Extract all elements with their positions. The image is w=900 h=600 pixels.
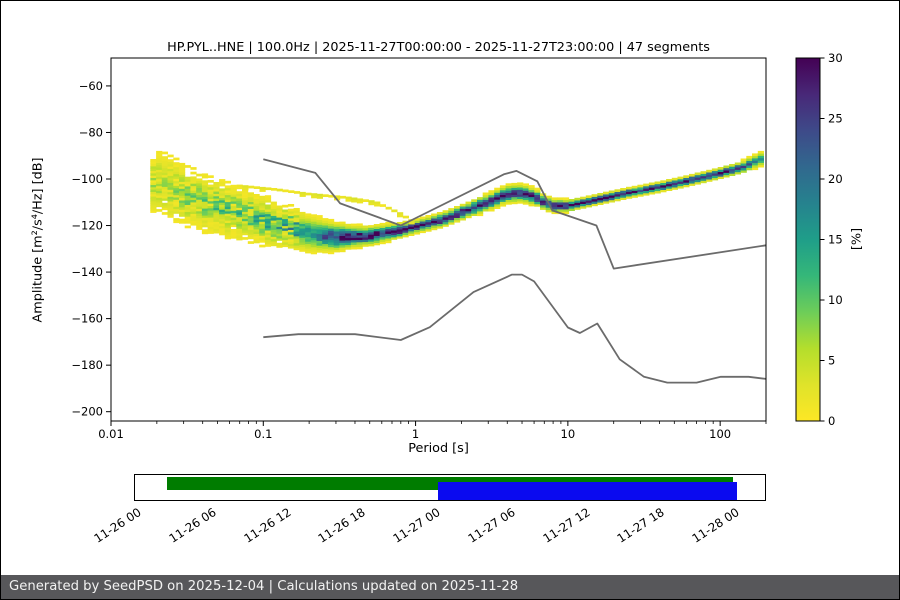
- ppsd-secondary-branch: [236, 184, 415, 225]
- y-axis-ticks: −60 −80 −100 −120 −140 −160 −180 −200: [71, 79, 111, 419]
- timeline-selected-bar: [437, 482, 738, 500]
- colorbar-label: [%]: [849, 227, 865, 251]
- y-tick-label: −140: [71, 265, 103, 279]
- chart-title: HP.PYL..HNE | 100.0Hz | 2025-11-27T00:00…: [167, 40, 710, 55]
- y-axis-label: Amplitude [m²/s⁴/Hz] [dB]: [30, 157, 46, 323]
- colorbar-ticks: 0 5 10 15 20 25 30: [820, 51, 843, 428]
- timeline-box: [134, 474, 766, 501]
- colorbar-tick-label: 30: [828, 51, 843, 65]
- colorbar-tick-label: 25: [828, 112, 843, 126]
- y-tick-label: −200: [71, 405, 103, 419]
- x-tick-label: 0.01: [98, 427, 124, 441]
- plot-canvas: 0.01 0.1 1 10 100−60−80−100−120−140−160−180−…: [71, 51, 843, 441]
- footer-bar: Generated by SeedPSD on 2025-12-04 | Cal…: [1, 575, 899, 599]
- plot-border: [110, 57, 767, 422]
- colorbar: [795, 57, 821, 422]
- y-tick-label: −60: [79, 79, 103, 93]
- high-noise-model-line: [263, 158, 766, 270]
- x-axis-ticks: 0.01 0.1 1 10 100: [98, 421, 767, 441]
- y-tick-label: −180: [71, 358, 103, 372]
- x-axis-label: Period [s]: [408, 441, 469, 456]
- x-tick-label: 100: [709, 427, 731, 441]
- colorbar-tick-label: 10: [828, 293, 843, 307]
- colorbar-tick-label: 15: [828, 233, 843, 247]
- colorbar-tick-label: 5: [828, 354, 835, 368]
- ppsd-heatmap: [150, 150, 764, 255]
- x-tick-label: 1: [412, 427, 419, 441]
- y-tick-label: −120: [71, 219, 103, 233]
- colorbar-tick-label: 20: [828, 172, 843, 186]
- y-tick-label: −80: [79, 125, 103, 139]
- y-tick-label: −160: [71, 312, 103, 326]
- low-noise-model-line: [263, 273, 766, 384]
- x-tick-label: 0.1: [254, 427, 272, 441]
- footer-text: Generated by SeedPSD on 2025-12-04 | Cal…: [9, 579, 519, 594]
- x-tick-label: 10: [561, 427, 576, 441]
- colorbar-tick-label: 0: [828, 414, 835, 428]
- y-tick-label: −100: [71, 172, 103, 186]
